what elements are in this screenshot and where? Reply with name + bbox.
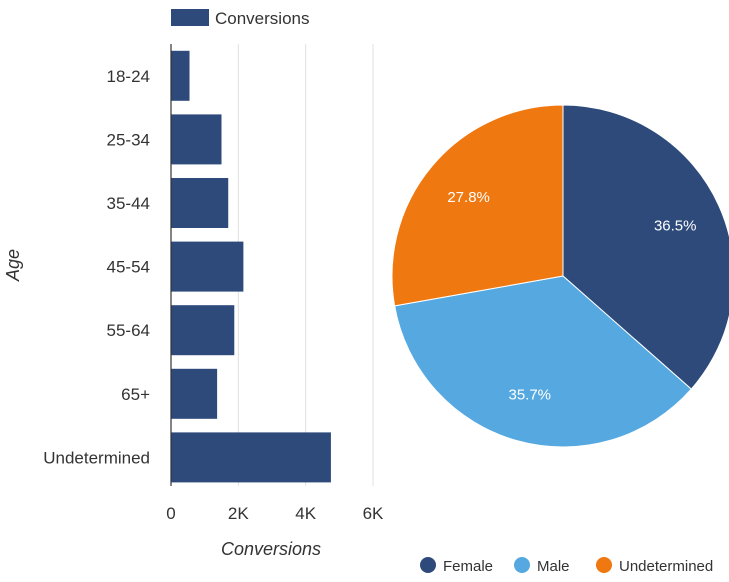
bar-gridlines	[237, 44, 374, 486]
bar-y-axis-title: Age	[3, 249, 23, 282]
bar-marks	[171, 50, 331, 483]
bar-category-labels: 18-24 25-34 35-44 45-54 55-64 65+ Undetermined	[43, 67, 150, 468]
pie-legend: Female Male Undetermined	[420, 557, 713, 575]
bar-mark	[171, 432, 331, 483]
bar-category-label: 35-44	[107, 194, 150, 213]
bar-x-tick-labels: 0 2K 4K 6K	[166, 504, 384, 523]
pie-legend-item[interactable]: Female	[420, 557, 493, 575]
pie-slice-undetermined	[391, 104, 564, 307]
bar-category-label: 18-24	[107, 67, 150, 86]
pie-legend-swatch	[420, 557, 436, 573]
pie-legend-swatch	[596, 557, 612, 573]
pie-legend-label: Female	[443, 558, 493, 575]
pie-slices	[391, 104, 729, 448]
bar-mark	[171, 241, 244, 292]
pie-legend-label: Undetermined	[619, 558, 713, 575]
bar-mark	[171, 50, 190, 101]
pie-slice-label: 35.7%	[508, 387, 551, 404]
bar-mark	[171, 114, 222, 165]
bar-mark	[171, 178, 229, 228]
bar-legend[interactable]: Conversions	[171, 9, 310, 28]
pie-legend-item[interactable]: Male	[514, 557, 570, 575]
bar-x-axis-title: Conversions	[221, 539, 321, 559]
pie-slice-female	[562, 104, 729, 390]
bar-legend-swatch	[171, 9, 209, 26]
bar-x-tick-label: 4K	[295, 504, 316, 523]
bar-x-tick-label: 0	[166, 504, 175, 523]
bar-category-label: Undetermined	[43, 448, 150, 467]
pie-legend-swatch	[514, 557, 530, 573]
pie-slice-label: 27.8%	[447, 189, 490, 206]
pie-legend-label: Male	[537, 558, 570, 575]
pie-slice-male	[394, 275, 692, 448]
bar-category-label: 45-54	[107, 258, 150, 277]
pie-slice-labels: 36.5% 35.7% 27.8%	[447, 189, 696, 404]
bar-category-label: 65+	[121, 385, 150, 404]
pie-slice-label: 36.5%	[654, 217, 697, 234]
bar-mark	[171, 368, 218, 419]
bar-x-tick-label: 6K	[363, 504, 384, 523]
bar-x-tick-label: 2K	[228, 504, 249, 523]
bar-mark	[171, 305, 235, 356]
bar-legend-label: Conversions	[215, 9, 310, 28]
bar-category-label: 25-34	[107, 130, 150, 149]
pie-legend-item[interactable]: Undetermined	[596, 557, 713, 575]
bar-category-label: 55-64	[107, 321, 150, 340]
